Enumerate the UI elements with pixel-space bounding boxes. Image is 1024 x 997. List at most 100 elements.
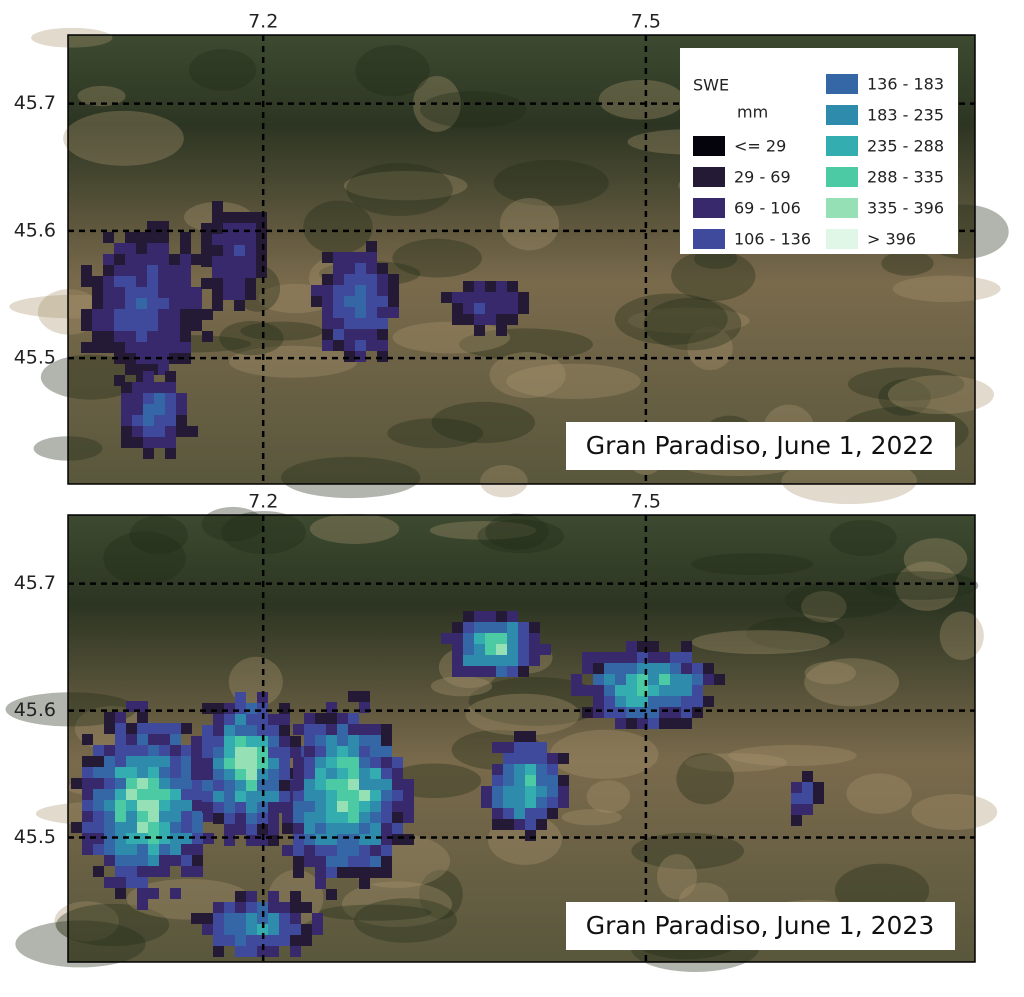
- snow-cell: [648, 685, 659, 696]
- snow-cell: [165, 393, 176, 404]
- snow-cell: [377, 329, 388, 340]
- snow-cell: [93, 745, 104, 756]
- snow-cell: [333, 274, 344, 285]
- snow-cell: [235, 703, 246, 714]
- snow-cell: [337, 812, 348, 823]
- snow-cell: [692, 674, 703, 685]
- snow-cell: [366, 285, 377, 296]
- snow-cell: [154, 437, 165, 448]
- terrain-texture: [477, 519, 565, 554]
- snow-cell: [132, 415, 143, 426]
- snow-cell: [137, 778, 148, 789]
- snow-cell: [246, 769, 257, 780]
- snow-cell: [518, 303, 529, 314]
- snow-cell: [582, 663, 593, 674]
- snow-cell: [191, 758, 202, 769]
- snow-cell: [293, 823, 304, 834]
- snow-cell: [114, 331, 125, 342]
- snow-cell: [615, 696, 626, 707]
- snow-cell: [143, 437, 154, 448]
- snow-cell: [518, 633, 529, 644]
- snow-cell: [93, 833, 104, 844]
- snow-cell: [126, 734, 137, 745]
- snow-cell: [315, 801, 326, 812]
- snow-cell: [692, 663, 703, 674]
- legend-label: 106 - 136: [734, 230, 811, 249]
- terrain-texture: [746, 616, 845, 650]
- snow-cell: [626, 641, 637, 652]
- snow-cell: [348, 845, 359, 856]
- snow-cell: [293, 790, 304, 801]
- snow-cell: [125, 309, 136, 320]
- snow-cell: [192, 800, 203, 811]
- legend-swatch: [693, 198, 725, 218]
- snow-cell: [213, 758, 224, 769]
- snow-cell: [582, 685, 593, 696]
- terrain-texture: [392, 321, 511, 354]
- snow-cell: [268, 924, 279, 935]
- snow-cell: [235, 813, 246, 824]
- snow-cell: [246, 935, 257, 946]
- snow-cell: [518, 644, 529, 655]
- snow-cell: [370, 801, 381, 812]
- snow-cell: [337, 823, 348, 834]
- snow-cell: [115, 844, 126, 855]
- snow-cell: [115, 888, 126, 899]
- snow-cell: [115, 723, 126, 734]
- snow-cell: [463, 314, 474, 325]
- snow-cell: [268, 802, 279, 813]
- snow-cell: [104, 712, 115, 723]
- terrain-texture: [784, 581, 899, 619]
- snow-cell: [355, 274, 366, 285]
- snow-cell: [235, 758, 246, 769]
- snow-cell: [132, 382, 143, 393]
- snow-cell: [148, 833, 159, 844]
- snow-cell: [333, 296, 344, 307]
- snow-cell: [481, 786, 492, 797]
- snow-cell: [257, 780, 268, 791]
- snow-cell: [333, 340, 344, 351]
- snow-cell: [191, 298, 202, 309]
- snow-cell: [474, 655, 485, 666]
- terrain-texture: [431, 401, 536, 444]
- terrain-texture: [31, 27, 113, 48]
- snow-cell: [290, 780, 301, 791]
- snow-cell: [377, 285, 388, 296]
- terrain-texture: [77, 85, 126, 107]
- snow-cell: [388, 274, 399, 285]
- snow-cell: [115, 877, 126, 888]
- snow-cell: [496, 292, 507, 303]
- snow-cell: [529, 622, 540, 633]
- snow-cell: [337, 746, 348, 757]
- snow-cell: [322, 252, 333, 263]
- snow-cell: [257, 758, 268, 769]
- snow-cell: [403, 801, 414, 812]
- snow-cell: [154, 393, 165, 404]
- terrain-texture: [676, 753, 735, 805]
- snow-cell: [791, 793, 802, 804]
- snow-cell: [224, 736, 235, 747]
- snow-cell: [213, 935, 224, 946]
- snow-cell: [191, 309, 202, 320]
- snow-cell: [525, 819, 536, 830]
- snow-cell: [147, 232, 158, 243]
- snow-cell: [326, 735, 337, 746]
- snow-cell: [165, 448, 176, 459]
- snow-cell: [304, 746, 315, 757]
- panel-label: Gran Paradiso, June 1, 2022: [586, 431, 934, 460]
- snow-cell: [268, 902, 279, 913]
- snow-cell: [136, 309, 147, 320]
- snow-cell: [223, 278, 234, 289]
- snow-cell: [212, 201, 223, 212]
- snow-cell: [224, 835, 235, 846]
- terrain-texture: [801, 591, 847, 623]
- snow-cell: [507, 281, 518, 292]
- snow-cell: [304, 845, 315, 856]
- snow-cell: [159, 844, 170, 855]
- snow-cell: [114, 342, 125, 353]
- snow-cell: [381, 856, 392, 867]
- snow-cell: [514, 731, 525, 742]
- snow-cell: [626, 718, 637, 729]
- snow-cell: [392, 823, 403, 834]
- snow-cell: [224, 924, 235, 935]
